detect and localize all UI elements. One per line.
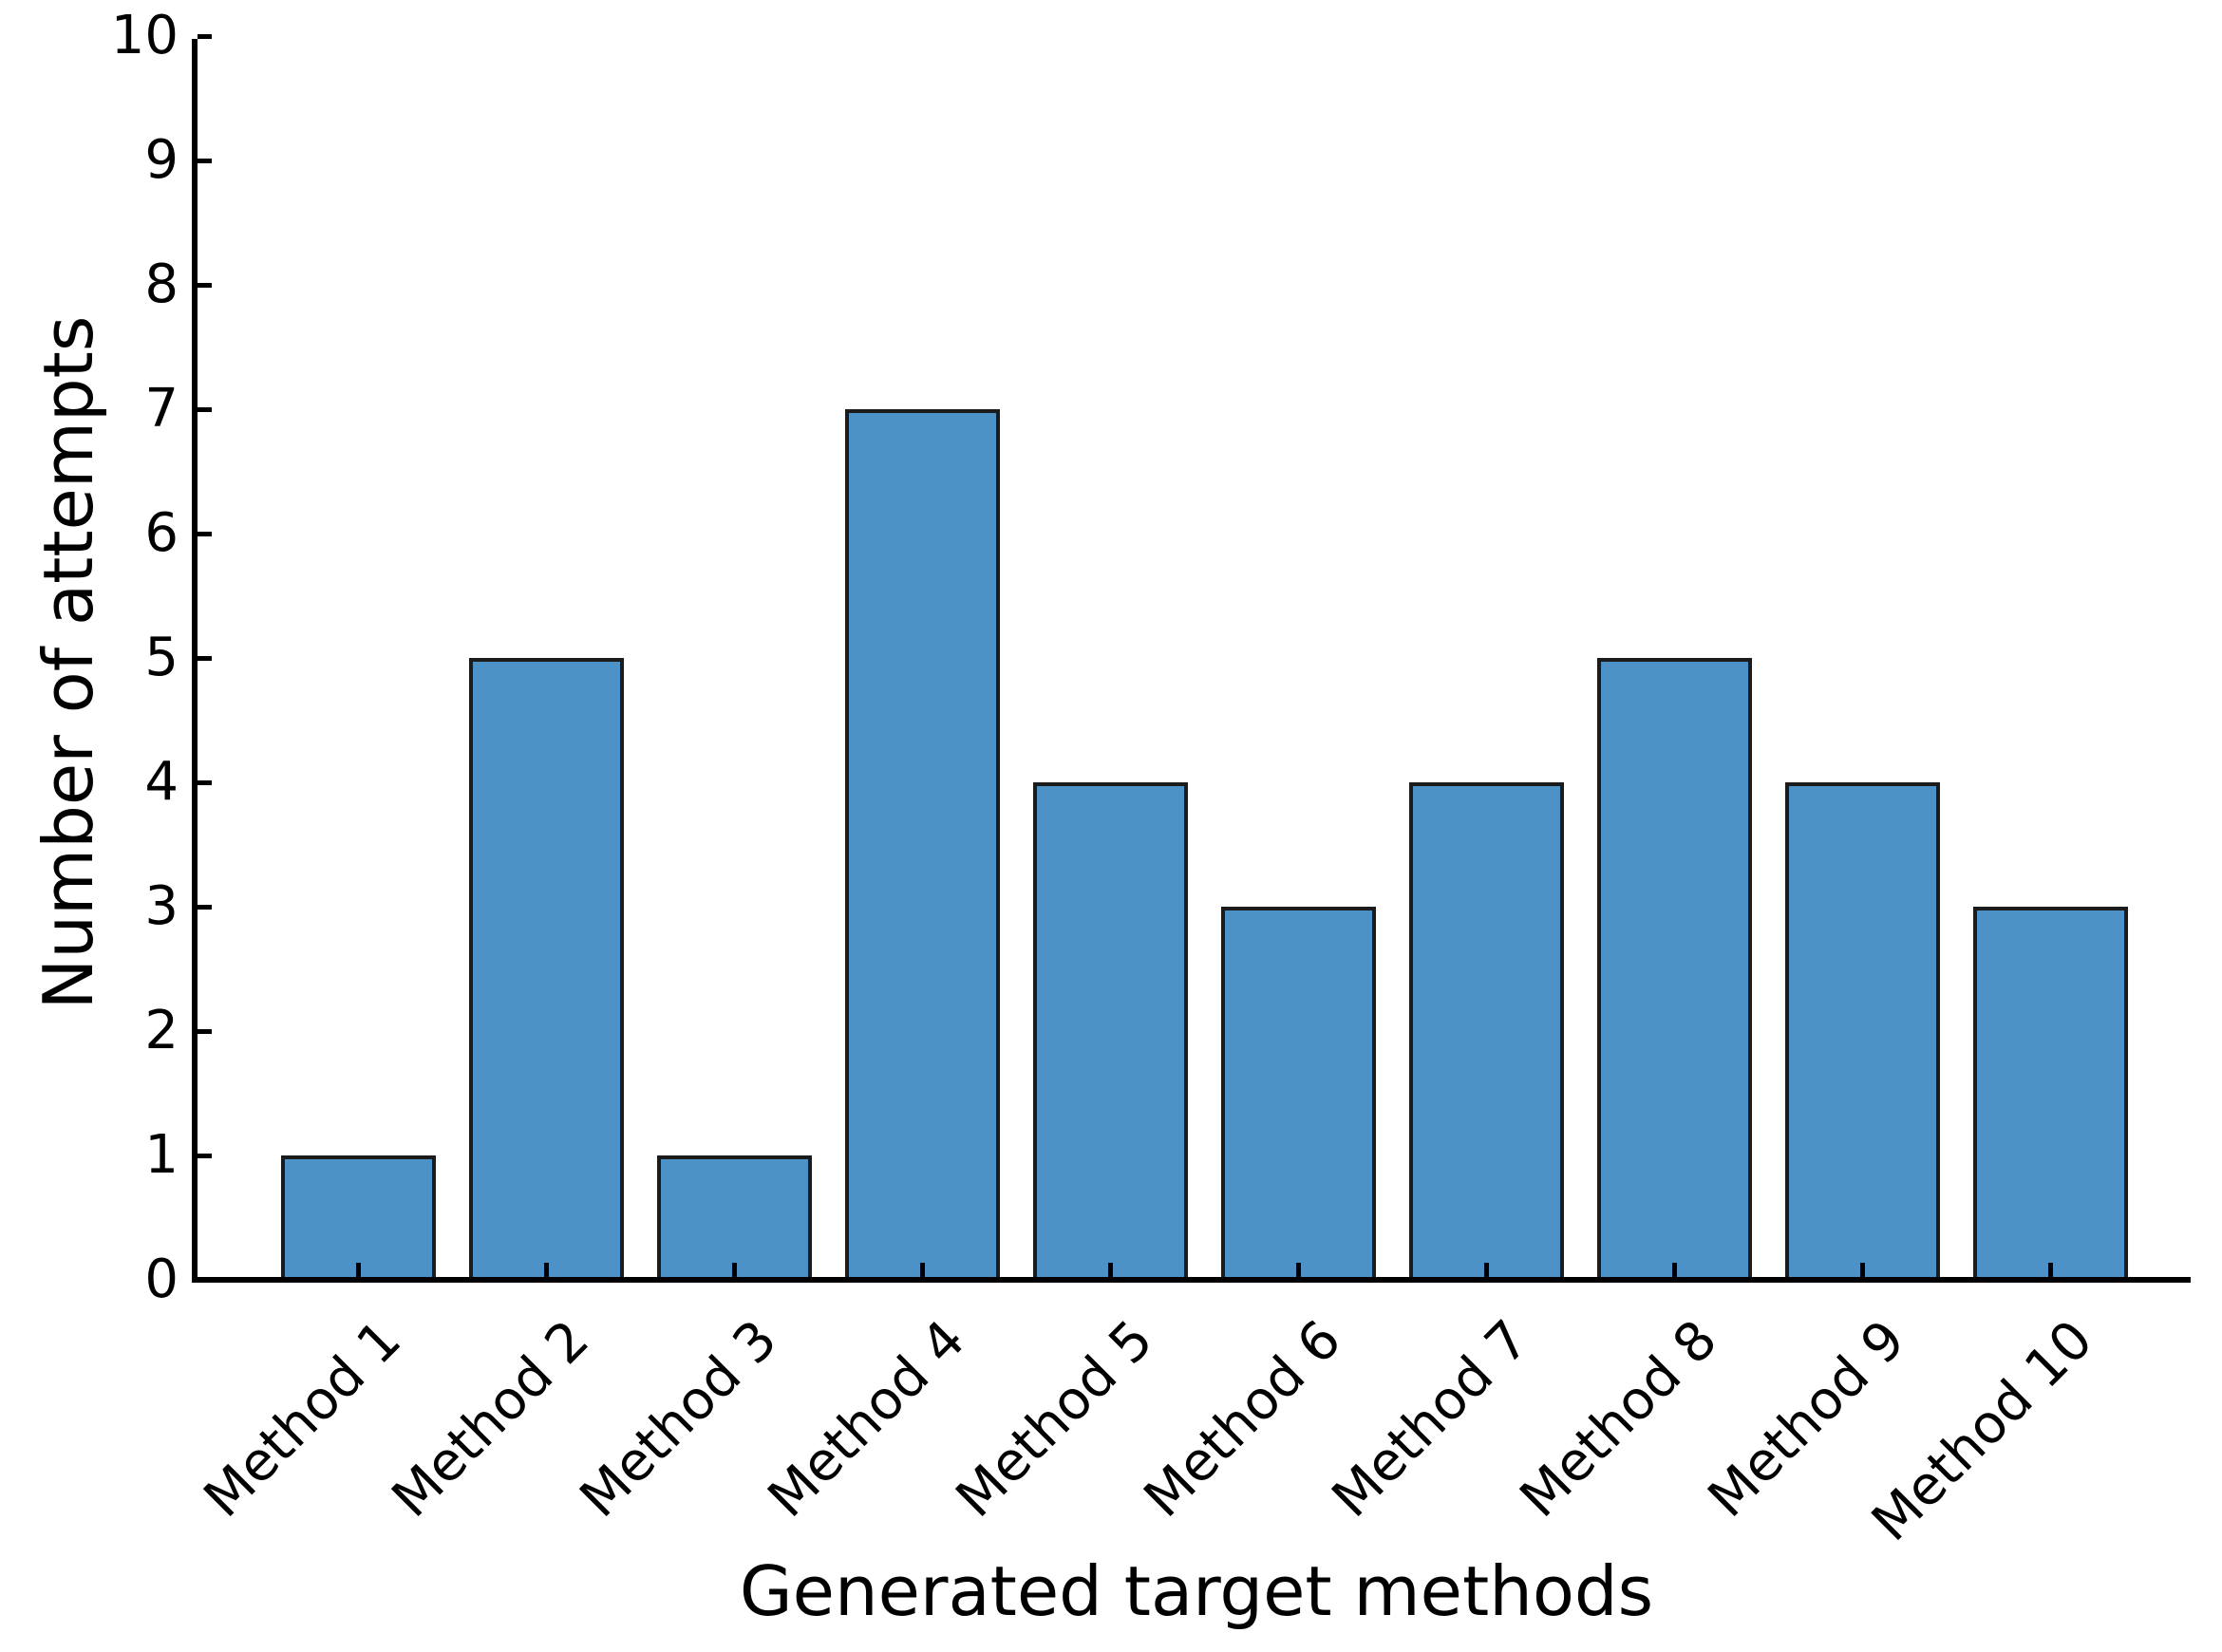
y-tick-label-8: 8	[144, 253, 179, 315]
x-tick-method-7	[1483, 1263, 1489, 1277]
y-tick-label-4: 4	[144, 751, 179, 813]
y-tick-2	[198, 1028, 212, 1034]
x-tick-method-5	[1107, 1263, 1113, 1277]
x-tick-method-9	[1859, 1263, 1865, 1277]
bar-method-9	[1784, 782, 1940, 1277]
x-tick-method-8	[1671, 1263, 1677, 1277]
bar-method-3	[656, 1155, 812, 1277]
x-tick-label-method-1: Method 1	[192, 1308, 413, 1530]
x-tick-label-method-6: Method 6	[1132, 1308, 1353, 1530]
x-tick-label-method-7: Method 7	[1320, 1308, 1541, 1530]
y-tick-6	[198, 531, 212, 536]
y-tick-label-5: 5	[144, 627, 179, 688]
x-axis-title-text: Generated target methods	[739, 1551, 1654, 1631]
x-tick-method-4	[919, 1263, 925, 1277]
y-tick-1	[198, 1153, 212, 1158]
y-tick-10	[198, 33, 212, 39]
bar-method-2	[468, 658, 624, 1277]
bar-method-5	[1032, 782, 1188, 1277]
x-tick-label-method-4: Method 4	[756, 1308, 977, 1530]
bar-method-6	[1220, 907, 1376, 1277]
y-tick-label-2: 2	[144, 1000, 179, 1061]
x-tick-label-method-8: Method 8	[1508, 1308, 1729, 1530]
y-tick-4	[198, 779, 212, 785]
y-tick-9	[198, 158, 212, 163]
bar-method-8	[1596, 658, 1752, 1277]
y-tick-label-3: 3	[144, 875, 179, 937]
x-tick-method-3	[731, 1263, 737, 1277]
y-tick-label-0: 0	[144, 1248, 179, 1310]
y-tick-0	[198, 1277, 212, 1283]
y-tick-3	[198, 904, 212, 910]
bar-method-4	[844, 409, 1000, 1277]
y-tick-label-6: 6	[144, 502, 179, 564]
x-tick-label-method-5: Method 5	[944, 1308, 1165, 1530]
y-tick-8	[198, 282, 212, 288]
x-tick-label-method-3: Method 3	[568, 1308, 789, 1530]
bar-method-10	[1972, 907, 2128, 1277]
y-tick-label-9: 9	[144, 129, 179, 191]
y-tick-7	[198, 406, 212, 412]
y-axis-title-text: Number of attempts	[28, 315, 108, 1010]
bar-method-1	[280, 1155, 436, 1277]
y-tick-label-10: 10	[110, 5, 179, 66]
x-tick-method-2	[543, 1263, 549, 1277]
x-tick-method-6	[1295, 1263, 1301, 1277]
x-tick-method-10	[2047, 1263, 2053, 1277]
plot-area	[192, 33, 2191, 1283]
y-tick-label-1: 1	[144, 1124, 179, 1186]
y-tick-label-7: 7	[144, 378, 179, 440]
y-tick-5	[198, 655, 212, 661]
x-tick-label-method-2: Method 2	[380, 1308, 601, 1530]
x-tick-method-1	[355, 1263, 361, 1277]
bar-method-7	[1408, 782, 1564, 1277]
